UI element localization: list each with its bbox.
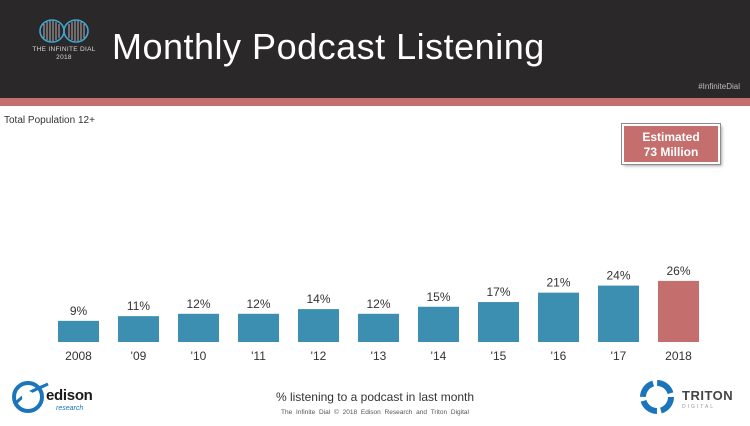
hashtag: #InfiniteDial — [698, 82, 740, 91]
category-label-1: '09 — [131, 349, 147, 363]
bar-5 — [358, 313, 399, 342]
bar-2 — [178, 313, 219, 342]
chart-caption: % listening to a podcast in last month — [275, 390, 475, 404]
category-label-8: '16 — [551, 349, 567, 363]
value-label-4: 14% — [306, 292, 330, 306]
edison-name: edison — [46, 387, 93, 404]
category-label-3: '11 — [251, 349, 266, 363]
bar-9 — [598, 285, 639, 342]
value-label-7: 17% — [486, 285, 510, 299]
header-banner: THE INFINITE DIAL 2018 Monthly Podcast L… — [0, 0, 750, 98]
triton-logo: TRITON DIGITAL — [638, 378, 738, 416]
header-stripe — [0, 98, 750, 106]
bar-10 — [658, 280, 699, 342]
category-label-6: '14 — [431, 349, 447, 363]
callout-line1: Estimated — [642, 130, 700, 144]
bar-0 — [58, 320, 99, 342]
page-title: Monthly Podcast Listening — [112, 26, 545, 67]
category-label-0: 2008 — [65, 349, 92, 363]
triton-ring-icon — [640, 380, 674, 414]
value-label-3: 12% — [246, 297, 270, 311]
callout-line2: 73 Million — [643, 145, 699, 159]
triton-sub: DIGITAL — [682, 404, 716, 410]
category-label-5: '13 — [371, 349, 387, 363]
value-label-0: 9% — [70, 304, 88, 318]
category-label-10: 2018 — [665, 349, 692, 363]
category-label-7: '15 — [491, 349, 507, 363]
edison-swirl-icon — [12, 381, 49, 413]
category-label-4: '12 — [311, 349, 327, 363]
logo-line1: THE INFINITE DIAL — [32, 46, 96, 53]
logo-line2: 2018 — [56, 54, 72, 61]
value-label-6: 15% — [426, 290, 450, 304]
bar-8 — [538, 292, 579, 342]
edison-sub: research — [56, 405, 84, 412]
category-label-2: '10 — [191, 349, 207, 363]
estimate-callout: Estimated 73 Million — [622, 124, 720, 164]
edison-logo: edison research — [10, 378, 110, 416]
value-label-5: 12% — [366, 297, 390, 311]
bar-6 — [418, 306, 459, 342]
infinity-icon — [39, 19, 89, 43]
bar-4 — [298, 309, 339, 342]
copyright-line: The Infinite Dial © 2018 Edison Research… — [281, 409, 469, 416]
value-label-2: 12% — [186, 297, 210, 311]
bar-3 — [238, 313, 279, 342]
triton-name: TRITON — [682, 388, 734, 403]
value-label-8: 21% — [546, 276, 570, 290]
value-label-9: 24% — [606, 269, 630, 283]
value-label-10: 26% — [666, 264, 690, 278]
value-label-1: 11% — [127, 299, 150, 313]
bar-1 — [118, 316, 159, 342]
category-label-9: '17 — [611, 349, 627, 363]
bar-chart: 9% 2008 11% '09 12% '10 12% '11 14% '12 12% '13 15% '… — [58, 264, 699, 363]
bar-7 — [478, 302, 519, 342]
population-subtitle: Total Population 12+ — [4, 115, 95, 126]
infinite-dial-logo: THE INFINITE DIAL 2018 — [24, 16, 104, 62]
